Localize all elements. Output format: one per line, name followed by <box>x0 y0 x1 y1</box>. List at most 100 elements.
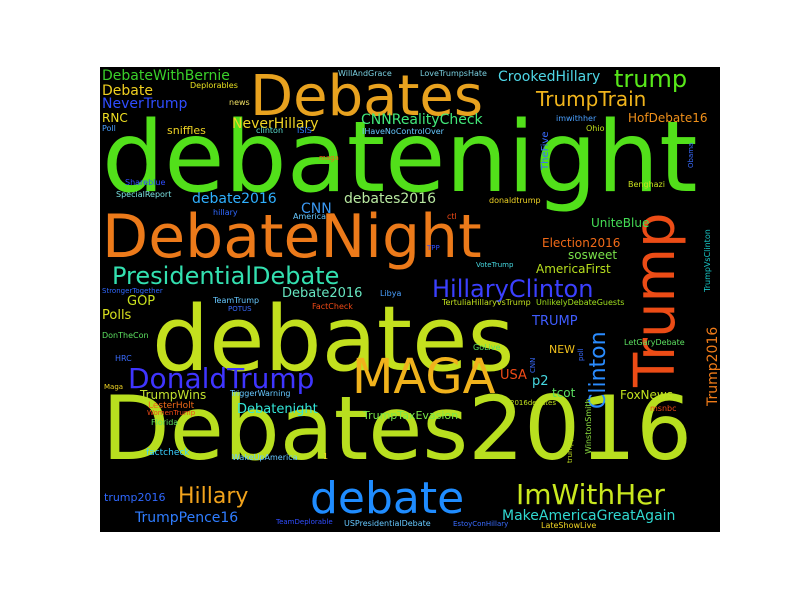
word-trumppence: trumppence <box>566 420 574 463</box>
word-debatenight-caps: DebateNight <box>102 202 482 272</box>
word-debate2016-caps: Debate2016 <box>282 286 363 301</box>
word-trump-big: Trump <box>623 212 688 387</box>
word-trumpwins: TrumpWins <box>140 388 207 402</box>
word-hrc: HRC <box>115 354 132 363</box>
word-crookedhillary: CrookedHillary <box>498 69 601 85</box>
word-teamdeplorable: TeamDeplorable <box>276 518 333 526</box>
word-cnn: CNN <box>301 201 332 217</box>
word-cnn-small: CNN <box>529 357 537 373</box>
word-polls: Polls <box>102 308 132 323</box>
word-trumptaxevasion: TrumpTaxEvasion <box>363 409 459 422</box>
word-trumptrain: TrumpTrain <box>536 87 647 111</box>
word-news: news <box>229 98 250 107</box>
word-factcheck: factcheck <box>146 448 190 458</box>
word-clinton: Clinton <box>586 331 611 409</box>
word-lesterholt: LesterHolt <box>148 401 195 411</box>
word-isis: ISIS <box>297 126 312 135</box>
word-estoycon: EstoyConHillary <box>453 520 509 528</box>
word-neverhillary: NeverHillary <box>232 116 319 132</box>
word-trumpvsclinton: TrumpVsClinton <box>703 229 712 292</box>
word-theFive: TheFive <box>540 131 551 170</box>
word-msnbc: msnbc <box>650 404 677 413</box>
word-uspresidentialdebate: USPresidentialDebate <box>344 519 431 528</box>
word-americafirst: AmericaFirst <box>536 262 611 276</box>
word-nevertrump: NeverTrump <box>102 96 188 112</box>
word-potus: POTUS <box>228 305 252 313</box>
word-debate-word: Debate <box>102 83 153 99</box>
word-ohio: Ohio <box>586 124 605 133</box>
word-trump2016-lower: trump2016 <box>104 491 166 504</box>
word-one: 1 <box>323 452 329 461</box>
word-ihavenocontrolover: IHaveNoControlOver <box>362 127 444 136</box>
word-donthecon: DonTheCon <box>102 331 149 340</box>
word-votetrump: VoteTrump <box>476 261 514 269</box>
word-deplorables: Deplorables <box>190 81 238 90</box>
word-election2016: Election2016 <box>542 236 621 250</box>
word-maga-cap: Maga <box>104 383 124 391</box>
word-maga-small: maga <box>319 154 339 162</box>
word-debatewithbernie: DebateWithBernie <box>102 68 230 84</box>
word-lovetrumpshate: LoveTrumpsHate <box>420 69 487 78</box>
word-unlikelydebateguests: UnlikelyDebateGuests <box>536 298 625 307</box>
word-debate2016: debate2016 <box>192 191 277 207</box>
word-hofdebate16: HofDebate16 <box>628 111 708 125</box>
word-debates2016: Debates2016 <box>102 377 693 480</box>
word-hillary-small: hillary <box>213 208 238 217</box>
word-shareblue: Shareblue <box>125 178 166 187</box>
word-specialreport: SpecialReport <box>116 190 172 199</box>
word-debates-cap: Debates <box>250 67 484 129</box>
word-florida: Florida <box>151 418 179 427</box>
word-tcot: tcot <box>552 386 576 400</box>
word-trumppence16: TrumpPence16 <box>135 510 239 526</box>
word-hillary: Hillary <box>178 484 249 509</box>
word-america: America <box>293 212 326 221</box>
word-lateshowlive: LateShowLive <box>541 521 597 530</box>
word-imwithher-small: imwithher <box>556 114 597 123</box>
word-debates2016-lower: debates2016 <box>344 191 436 207</box>
word-debate: debate <box>310 473 465 524</box>
word-hillaryclinton: HillaryClinton <box>432 275 594 303</box>
word-usa: USA <box>500 368 527 383</box>
word-gop: GOP <box>127 294 156 309</box>
word-winstonsmith: WinstonSmith <box>584 398 593 454</box>
word-benghazi: Benghazi <box>628 180 665 189</box>
word-wakeupamerica: WakeUpAmerica <box>232 453 298 462</box>
word-new: NEW <box>549 343 576 356</box>
word-donaldtrump: DonaldTrump <box>128 362 315 395</box>
word-clinton-small: clinton <box>256 126 284 135</box>
word-donaldtrump-small: donaldtrump <box>489 196 541 205</box>
word-cloud: debatenight debates Debates2016 DebateNight… <box>100 67 720 532</box>
word-rnc: RNC <box>102 111 128 125</box>
word-sosweet: sosweet <box>568 248 618 262</box>
word-tertulia: TertuliaHillaryvsTrump <box>442 298 531 307</box>
word-foxnews: FoxNews <box>620 388 673 402</box>
word-poll-small: poll <box>577 348 585 361</box>
word-factcheck-caps: FactCheck <box>312 302 353 311</box>
word-maga: MAGA <box>352 349 496 405</box>
word-uniteblue: UniteBlue <box>591 216 650 230</box>
word-makeamericagreatagain: MakeAmericaGreatAgain <box>502 508 676 524</box>
word-2016debates: 2016debates <box>510 399 556 407</box>
word-ctl: ctl <box>447 212 457 221</box>
word-teamtrump: TeamTrump <box>213 296 260 305</box>
word-imwithher: ImWithHer <box>516 478 665 511</box>
word-trump-caps: TRUMP <box>532 314 578 329</box>
word-trump-small: trump <box>614 67 688 93</box>
word-womentrump: WomenTrump <box>147 409 196 417</box>
word-willandgrace: WillAndGrace <box>338 69 392 78</box>
word-p2: p2 <box>532 374 549 389</box>
word-sniffles: sniffles <box>167 124 206 137</box>
word-strongertogether: StrongerTogether <box>102 287 163 295</box>
word-debatenight: debatenight <box>102 101 698 215</box>
word-golive: GoLive <box>473 343 501 352</box>
word-presidentialdebate: PresidentialDebate <box>112 262 340 290</box>
word-libya: Libya <box>380 289 402 298</box>
word-poll: Poll <box>102 124 116 133</box>
word-triggerwarning: TriggerWarning <box>230 389 291 398</box>
word-obama: Obama <box>687 142 695 168</box>
word-cnnrealitycheck: CNNRealityCheck <box>361 112 483 128</box>
word-tpp: TPP <box>427 244 440 252</box>
word-trump2016: Trump2016 <box>705 326 720 406</box>
word-debatenight-small: Debatenight <box>237 402 318 417</box>
word-debates: debates <box>152 287 515 392</box>
